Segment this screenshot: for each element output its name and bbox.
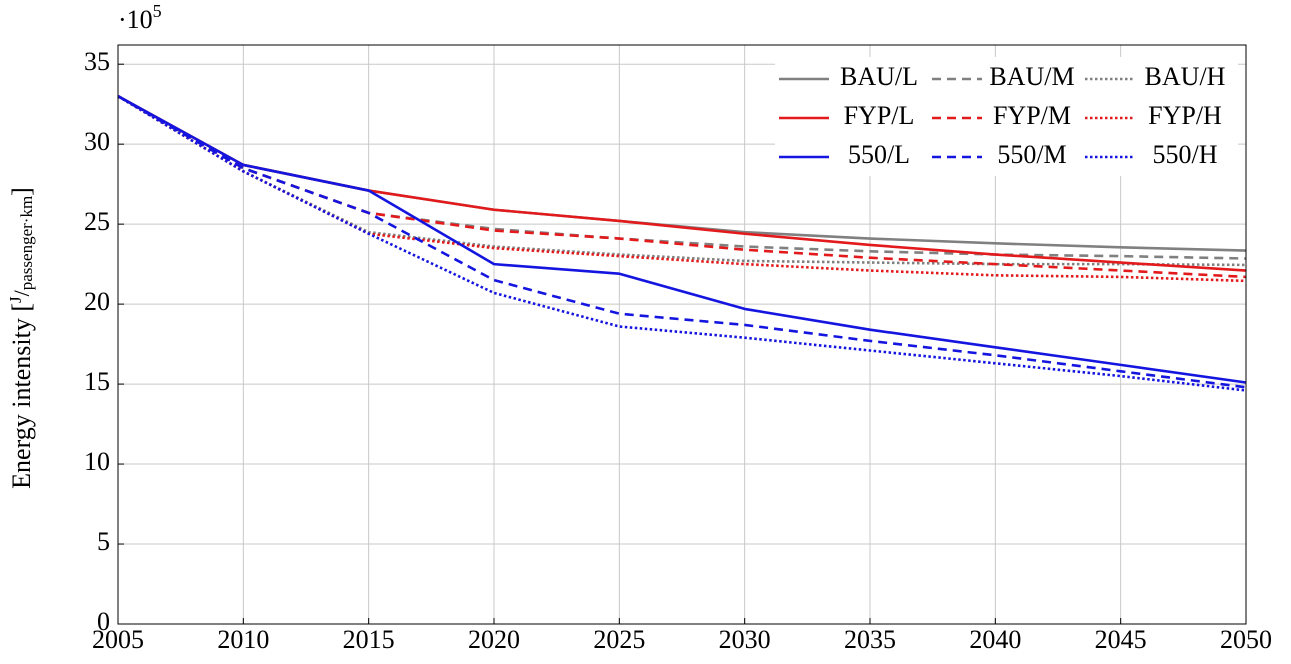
legend-label: FYP/L	[844, 101, 915, 130]
x-tick-label: 2050	[1220, 625, 1272, 654]
y-multiplier: ·105	[118, 1, 162, 34]
plot-frame	[117, 44, 1247, 625]
x-tick-label: 2040	[969, 625, 1021, 654]
y-tick-label: 0	[97, 607, 110, 636]
y-tick-label: 10	[84, 447, 110, 476]
x-tick-label: 2035	[844, 625, 896, 654]
series-line	[117, 95, 1247, 392]
legend-label: FYP/H	[1148, 101, 1222, 130]
x-tick-label: 2025	[593, 625, 645, 654]
x-tick-label: 2005	[92, 625, 144, 654]
y-tick-label: 15	[84, 367, 110, 396]
y-axis-label: Energy intensity [J/passenger·km]	[6, 187, 36, 489]
legend-label: 550/M	[997, 140, 1066, 169]
legend-label: BAU/H	[1145, 62, 1226, 91]
legend-label: 550/H	[1153, 140, 1218, 169]
series-line	[117, 95, 1247, 389]
legend-box	[775, 57, 1238, 176]
x-tick-label: 2030	[719, 625, 771, 654]
y-tick-label: 20	[84, 287, 110, 316]
legend: BAU/L BAU/M BAU/H FYP/L FYP/M FYP/H 550/L 550/M…	[775, 57, 1238, 176]
legend-label: 550/L	[848, 140, 910, 169]
x-tick-label: 2020	[468, 625, 520, 654]
y-tick-label: 25	[84, 207, 110, 236]
x-tick-label: 2045	[1095, 625, 1147, 654]
legend-label: BAU/M	[989, 62, 1074, 91]
y-tick-label: 35	[84, 47, 110, 76]
legend-label: FYP/M	[993, 101, 1071, 130]
y-tick-label: 5	[97, 527, 110, 556]
x-tick-label: 2010	[217, 625, 269, 654]
x-tick-label: 2015	[343, 625, 395, 654]
y-tick-label: 30	[84, 127, 110, 156]
series-line	[117, 95, 1247, 384]
legend-label: BAU/L	[840, 62, 918, 91]
